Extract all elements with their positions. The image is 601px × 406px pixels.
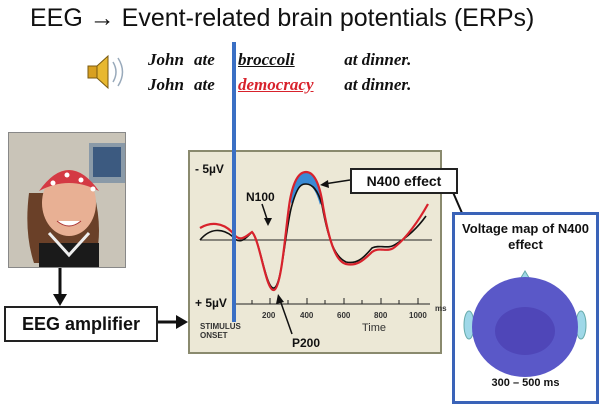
sentence-ending: at dinner. <box>344 75 412 94</box>
n100-label: N100 <box>246 190 275 204</box>
voltage-map-box: Voltage map of N400 effect 300 – 500 ms <box>452 212 599 404</box>
scalp-map <box>463 270 587 377</box>
n400-effect-label: N400 effect <box>350 168 458 194</box>
y-label-negative: - 5µV <box>195 162 224 176</box>
target-word-incongruent: democracy <box>238 75 314 94</box>
y-label-positive: + 5µV <box>195 296 227 310</box>
sentence-congruent: John ate broccoli at dinner. <box>148 50 411 70</box>
voltage-map-title: Voltage map of N400 effect <box>462 221 589 252</box>
scalp-effect-center <box>495 307 555 355</box>
voltage-map-range: 300 – 500 ms <box>491 377 560 389</box>
x-unit-label: ms <box>435 304 447 313</box>
waveform-incongruent <box>199 170 429 292</box>
participant-photo <box>8 132 126 268</box>
x-tick-label: 400 <box>300 311 314 320</box>
stimulus-onset-label: STIMULUS ONSET <box>200 322 241 340</box>
x-tick-label: 600 <box>337 311 351 320</box>
slide-title: EEG → Event-related brain potentials (ER… <box>30 4 535 32</box>
n100-arrowhead <box>264 218 272 226</box>
n400-effect-area <box>290 172 322 205</box>
sentence-ending: at dinner. <box>344 50 412 69</box>
participant-illustration <box>9 133 125 267</box>
x-axis-title: Time <box>362 322 387 334</box>
eeg-amplifier-box: EEG amplifier <box>4 306 158 342</box>
p200-arrowhead <box>276 294 284 304</box>
p200-arrow <box>279 299 293 335</box>
sentence-word: ate <box>194 75 215 94</box>
time-axis-ticks <box>251 298 419 304</box>
amplifier-to-plot-arrowhead <box>176 315 188 329</box>
photo-to-amplifier-arrowhead <box>53 294 67 306</box>
n400-arrowhead <box>320 180 329 188</box>
x-tick-label: 800 <box>374 311 388 320</box>
sentence-word: John <box>148 50 184 69</box>
x-tick-label: 1000 <box>409 311 427 320</box>
sentence-word: John <box>148 75 184 94</box>
p200-label: P200 <box>292 336 321 350</box>
target-word-congruent: broccoli <box>238 50 295 69</box>
sentence-incongruent: John ate democracy at dinner. <box>148 75 411 95</box>
speaker-icon <box>87 54 124 90</box>
x-tick-label: 200 <box>262 311 276 320</box>
sentence-word: ate <box>194 50 215 69</box>
